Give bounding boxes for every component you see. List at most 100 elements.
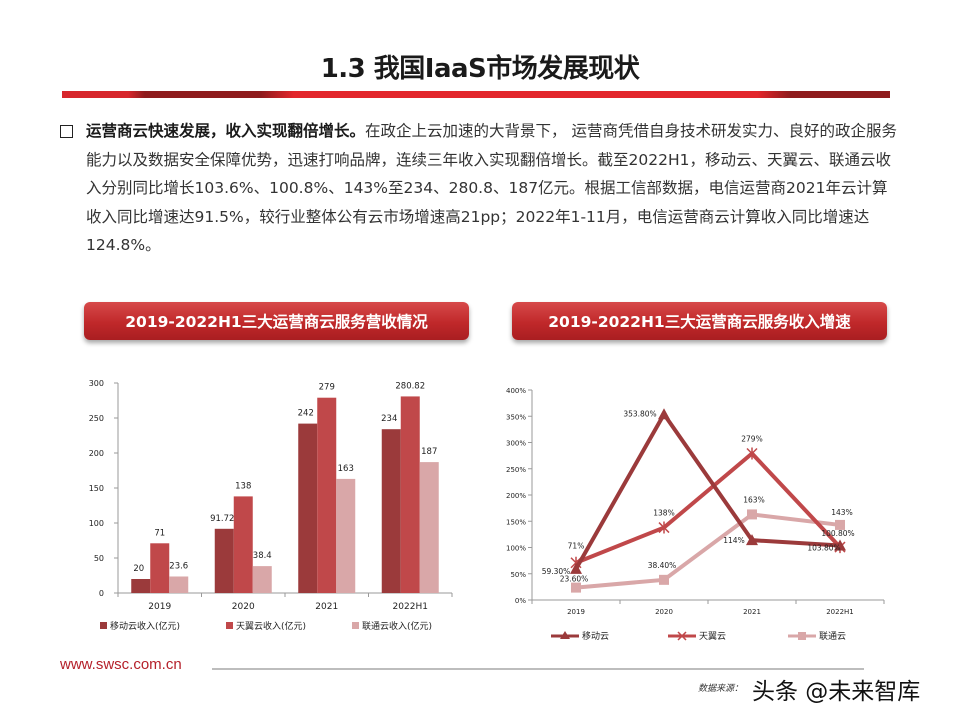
bullet-body: 在政企上云加速的大背景下， 运营商凭借自身技术研发实力、良好的政企服务能力以及数… (86, 122, 897, 254)
y-tick-label: 150 (89, 484, 104, 493)
legend-swatch (100, 622, 107, 629)
triangle-marker-icon (746, 534, 758, 546)
y-tick-label: 100 (89, 519, 104, 528)
series-line (575, 512, 841, 590)
y-tick-label: 250 (89, 414, 104, 423)
legend-label: 天翼云 (699, 631, 726, 642)
checkbox-bullet-icon (60, 125, 73, 138)
legend-star-icon (677, 631, 687, 641)
y-tick-label: 350% (506, 413, 526, 421)
line-value-label: 23.60% (560, 575, 589, 584)
y-tick-label: 100% (506, 545, 526, 553)
y-tick-label: 50 (94, 554, 104, 563)
line-value-label: 279% (741, 435, 762, 444)
x-category-label: 2022H1 (393, 602, 428, 612)
y-tick-label: 0% (515, 597, 526, 605)
legend-square-icon (798, 632, 806, 640)
y-tick-label: 200 (89, 449, 104, 458)
bar (298, 423, 318, 593)
right-chart-header: 2019-2022H1三大运营商云服务收入增速 (512, 302, 887, 340)
legend-swatch (226, 622, 233, 629)
left-chart-header-text: 2019-2022H1三大运营商云服务营收情况 (125, 313, 428, 331)
line-value-label: 59.30% (542, 567, 571, 576)
line-value-label: 353.80% (623, 409, 656, 418)
left-chart-header: 2019-2022H1三大运营商云服务营收情况 (84, 302, 469, 340)
bar-value-label: 138 (235, 481, 251, 491)
bar-value-label: 91.72 (210, 514, 234, 524)
bar-value-label: 187 (421, 447, 437, 457)
bullet-text: 运营商云快速发展，收入实现翻倍增长。在政企上云加速的大背景下， 运营商凭借自身技… (86, 117, 900, 260)
bar (233, 496, 253, 593)
bar-value-label: 234 (381, 414, 397, 424)
bar (400, 396, 420, 593)
line-value-label: 163% (743, 495, 764, 504)
line-value-label: 114% (723, 536, 744, 545)
footer-divider (212, 668, 864, 670)
star-marker-icon (658, 521, 670, 534)
series-line (574, 410, 841, 570)
legend-label: 天翼云收入(亿元) (236, 620, 306, 632)
bullet-lead: 运营商云快速发展，收入实现翻倍增长。 (86, 122, 366, 140)
legend-label: 移动云 (582, 630, 609, 642)
triangle-marker-icon (570, 562, 582, 574)
legend-label: 联通云收入(亿元) (362, 620, 432, 632)
bar (252, 566, 272, 593)
bar (169, 576, 189, 593)
line-value-label: 103.80% (807, 544, 840, 553)
triangle-marker-icon (834, 539, 846, 551)
series-line (575, 450, 842, 565)
line-value-label: 143% (831, 508, 852, 517)
legend-swatch (352, 622, 359, 629)
bar-value-label: 71 (154, 528, 165, 538)
bar (381, 429, 401, 593)
y-tick-label: 400% (506, 387, 526, 395)
bar (214, 528, 234, 593)
bar (336, 478, 356, 593)
x-category-label: 2019 (148, 602, 171, 612)
bar (150, 543, 170, 593)
bar (131, 579, 151, 593)
y-tick-label: 250% (506, 466, 526, 474)
x-category-label: 2021 (743, 608, 761, 616)
square-marker-icon (571, 582, 581, 593)
x-category-label: 2020 (232, 602, 255, 612)
y-tick-label: 300 (89, 379, 104, 388)
triangle-marker-icon (658, 408, 670, 420)
bar (419, 462, 439, 593)
star-marker-icon (746, 447, 758, 460)
page-title: 1.3 我国IaaS市场发展现状 (320, 54, 640, 84)
square-marker-icon (835, 519, 845, 530)
legend-label: 移动云收入(亿元) (110, 620, 180, 632)
watermark: 头条 @未来智库 (752, 679, 921, 705)
right-chart-header-text: 2019-2022H1三大运营商云服务收入增速 (548, 313, 851, 331)
legend-label: 联通云 (819, 631, 846, 642)
y-tick-label: 150% (506, 518, 526, 526)
bar (317, 397, 337, 593)
bar-value-label: 280.82 (395, 381, 425, 391)
x-category-label: 2022H1 (826, 608, 854, 616)
y-tick-label: 200% (506, 492, 526, 500)
footer-url: www.swsc.com.cn (60, 656, 182, 673)
bar-value-label: 20 (133, 564, 144, 574)
line-value-label: 100.80% (821, 529, 854, 538)
y-tick-label: 0 (99, 589, 104, 598)
square-marker-icon (747, 509, 757, 520)
square-marker-icon (659, 574, 669, 585)
title-underline-bar (62, 91, 890, 98)
bar-value-label: 38.4 (253, 551, 272, 561)
source-label: 数据来源： (698, 684, 744, 694)
line-value-label: 38.40% (648, 561, 677, 570)
line-value-label: 71% (568, 542, 585, 551)
legend-triangle-icon (560, 631, 570, 639)
bar-value-label: 23.6 (169, 561, 188, 571)
bullet-paragraph: 运营商云快速发展，收入实现翻倍增长。在政企上云加速的大背景下， 运营商凭借自身技… (60, 117, 900, 260)
bar-value-label: 163 (338, 464, 354, 474)
x-category-label: 2021 (315, 602, 338, 612)
bar-value-label: 279 (319, 383, 335, 393)
bar-value-label: 242 (298, 409, 314, 419)
line-value-label: 138% (653, 509, 674, 518)
x-category-label: 2020 (655, 608, 673, 616)
x-category-label: 2019 (567, 608, 585, 616)
